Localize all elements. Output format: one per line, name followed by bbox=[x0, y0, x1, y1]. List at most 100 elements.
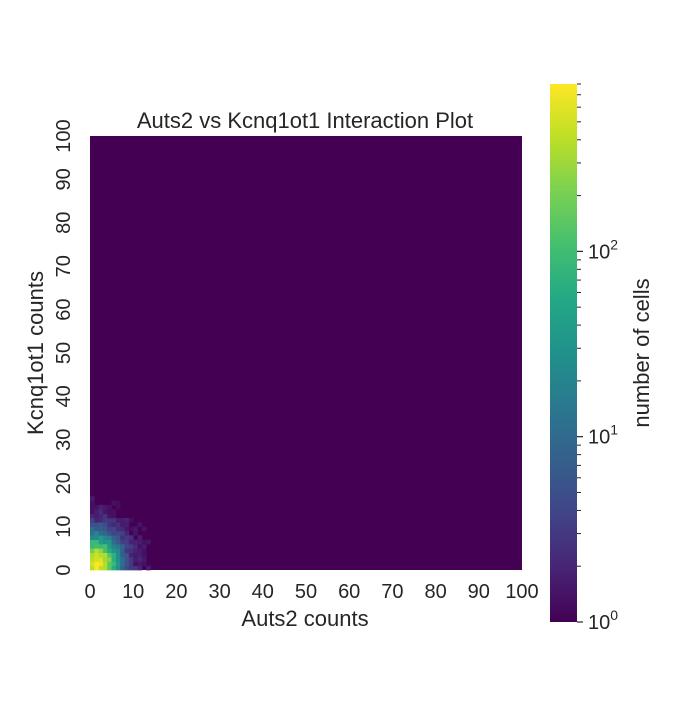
heatmap-cell bbox=[111, 522, 117, 527]
heatmap-cell bbox=[111, 556, 117, 562]
heatmap-cell bbox=[94, 543, 99, 549]
heatmap-cell bbox=[128, 556, 134, 562]
heatmap-cell bbox=[107, 530, 112, 536]
heatmap-cell bbox=[94, 556, 99, 562]
heatmap-cell bbox=[102, 522, 108, 527]
heatmap-cell bbox=[137, 539, 143, 545]
heatmap-cell bbox=[120, 548, 125, 553]
heatmap-cell bbox=[128, 539, 134, 545]
heatmap-cell bbox=[115, 500, 121, 506]
heatmap-cell bbox=[107, 565, 112, 571]
heatmap-cell bbox=[94, 539, 99, 545]
heatmap-cell bbox=[128, 517, 134, 523]
heatmap-cell bbox=[141, 543, 147, 549]
heatmap-cell bbox=[141, 526, 147, 532]
heatmap-cell bbox=[124, 522, 130, 527]
heatmap-cell bbox=[90, 556, 95, 562]
heatmap-cell bbox=[111, 548, 117, 553]
heatmap-cell bbox=[98, 561, 104, 567]
heatmap-cell bbox=[124, 548, 130, 553]
heatmap-cell bbox=[120, 526, 125, 532]
heatmap-cell bbox=[107, 556, 112, 562]
heatmap-cell bbox=[107, 509, 112, 514]
heatmap-cell bbox=[124, 543, 130, 549]
heatmap-cell bbox=[98, 522, 104, 527]
x-tick-label: 30 bbox=[208, 581, 230, 603]
heatmap-cell bbox=[90, 517, 95, 523]
heatmap-cell bbox=[115, 561, 121, 567]
heatmap-cell bbox=[98, 552, 104, 558]
y-tick-label: 20 bbox=[53, 472, 75, 494]
heatmap-cell bbox=[120, 543, 125, 549]
heatmap-cell bbox=[128, 565, 134, 571]
heatmap-cell bbox=[90, 530, 95, 536]
heatmap-cell bbox=[124, 556, 130, 562]
heatmap-cell bbox=[90, 522, 95, 527]
heatmap-cell bbox=[102, 530, 108, 536]
heatmap-cell bbox=[107, 513, 112, 519]
heatmap-cell bbox=[94, 509, 99, 514]
heatmap-cell bbox=[94, 535, 99, 540]
x-tick-label: 20 bbox=[165, 581, 187, 603]
heatmap-cell bbox=[107, 535, 112, 540]
heatmap-cell bbox=[98, 517, 104, 523]
heatmap-cell bbox=[133, 543, 138, 549]
heatmap-cell bbox=[107, 548, 112, 553]
heatmap-cell bbox=[133, 530, 138, 536]
heatmap-cell bbox=[115, 522, 121, 527]
heatmap-cell bbox=[120, 565, 125, 571]
x-tick-label: 50 bbox=[295, 581, 317, 603]
heatmap-cell bbox=[90, 496, 95, 501]
heatmap-cell bbox=[120, 556, 125, 562]
heatmap-cell bbox=[115, 548, 121, 553]
heatmap-cell bbox=[94, 526, 99, 532]
heatmap-cell bbox=[111, 552, 117, 558]
heatmap-cell bbox=[111, 509, 117, 514]
heatmap-cell bbox=[102, 535, 108, 540]
heatmap-cell bbox=[90, 513, 95, 519]
colorbar-tick-label: 101 bbox=[588, 422, 618, 449]
colorbar bbox=[550, 84, 577, 622]
heatmap-cell bbox=[115, 517, 121, 523]
heatmap-cell bbox=[133, 565, 138, 571]
heatmap-cell bbox=[137, 561, 143, 567]
heatmap-cell bbox=[120, 561, 125, 567]
heatmap-cell bbox=[137, 556, 143, 562]
x-tick-label: 0 bbox=[84, 581, 95, 603]
heatmap-cell bbox=[115, 552, 121, 558]
heatmap-cell bbox=[128, 543, 134, 549]
colorbar-tick-label: 102 bbox=[588, 236, 618, 263]
heatmap-cell bbox=[107, 539, 112, 545]
heatmap-cell bbox=[133, 561, 138, 567]
y-tick-label: 0 bbox=[53, 564, 75, 575]
x-tick-label: 100 bbox=[505, 581, 538, 603]
heatmap-cell bbox=[124, 539, 130, 545]
y-tick-label: 90 bbox=[53, 168, 75, 190]
heatmap-cell bbox=[137, 548, 143, 553]
heatmap-cell bbox=[102, 543, 108, 549]
heatmap-cell bbox=[94, 548, 99, 553]
heatmap-cell bbox=[102, 539, 108, 545]
heatmap-cell bbox=[124, 517, 130, 523]
heatmap-cell bbox=[137, 543, 143, 549]
heatmap-cell bbox=[90, 543, 95, 549]
heatmap-cell bbox=[120, 539, 125, 545]
heatmap-cell bbox=[102, 526, 108, 532]
heatmap-cell bbox=[111, 535, 117, 540]
heatmap-cell bbox=[111, 561, 117, 567]
x-tick-label: 40 bbox=[252, 581, 274, 603]
y-tick-label: 40 bbox=[53, 385, 75, 407]
heatmap-cell bbox=[133, 552, 138, 558]
x-axis-ticks: 0 10 20 30 40 50 60 70 80 90 100 bbox=[84, 581, 538, 603]
heatmap-cell bbox=[115, 556, 121, 562]
heatmap-cell bbox=[115, 504, 121, 510]
y-tick-label: 70 bbox=[53, 255, 75, 277]
heatmap-cell bbox=[98, 509, 104, 514]
heatmap-cell bbox=[128, 526, 134, 532]
heatmap-cell bbox=[94, 504, 99, 510]
heatmap-cells bbox=[90, 496, 151, 571]
heatmap-cell bbox=[115, 565, 121, 571]
x-tick-label: 80 bbox=[424, 581, 446, 603]
y-tick-label: 60 bbox=[53, 298, 75, 320]
